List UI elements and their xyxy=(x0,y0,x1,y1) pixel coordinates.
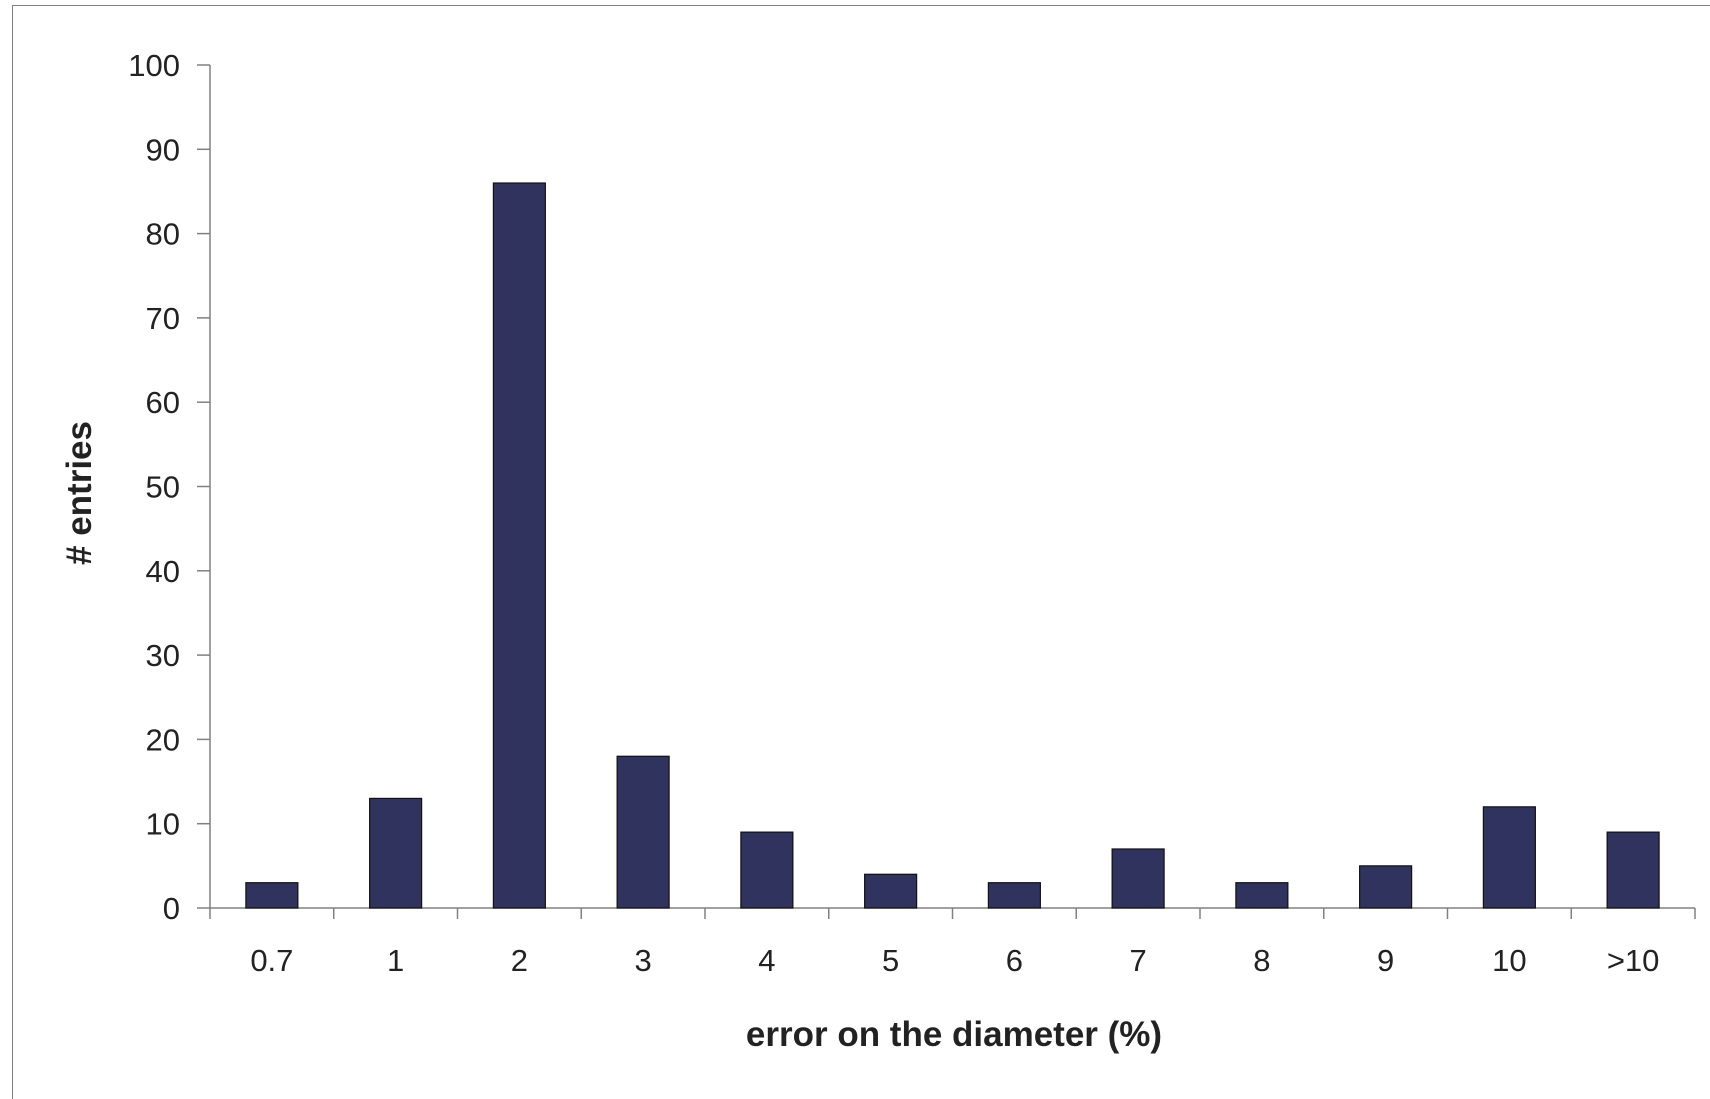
y-tick-label: 0 xyxy=(163,891,180,926)
y-tick-label: 50 xyxy=(146,470,180,505)
x-tick-label: 9 xyxy=(1377,943,1394,978)
bar-5 xyxy=(864,873,918,909)
x-axis: 0.7 1 2 3 4 5 6 7 8 9 10 >10 xyxy=(209,907,1696,978)
x-tick-label: >10 xyxy=(1607,943,1660,978)
bar-6 xyxy=(987,882,1041,909)
x-tick-label: 4 xyxy=(758,943,775,978)
y-axis-title: # entries xyxy=(60,421,99,565)
y-tick-label: 60 xyxy=(146,385,180,420)
x-tick-label: 7 xyxy=(1130,943,1147,978)
bar-8 xyxy=(1235,882,1289,909)
y-tick-label: 40 xyxy=(146,554,180,589)
y-tick-label: 70 xyxy=(146,301,180,336)
y-axis: 0 10 20 30 40 50 60 70 80 90 100 xyxy=(128,48,211,926)
y-tick-label: 20 xyxy=(146,722,180,757)
x-tick-label: 8 xyxy=(1253,943,1270,978)
x-tick-label: 2 xyxy=(511,943,528,978)
x-tick-label: 0.7 xyxy=(250,943,293,978)
x-tick-label: 10 xyxy=(1492,943,1526,978)
bar-10 xyxy=(1606,831,1660,909)
x-tick-label: 6 xyxy=(1006,943,1023,978)
y-tick-label: 10 xyxy=(146,807,180,842)
y-tick-label: 90 xyxy=(146,132,180,167)
bar-10 xyxy=(1482,806,1536,909)
bar-9 xyxy=(1359,865,1413,909)
chart-frame xyxy=(12,5,1710,1099)
bar-2 xyxy=(492,182,546,909)
x-tick-label: 1 xyxy=(387,943,404,978)
bar-07 xyxy=(245,882,299,909)
y-tick-label: 30 xyxy=(146,638,180,673)
x-tick-label: 5 xyxy=(882,943,899,978)
bars xyxy=(245,182,1660,909)
bar-3 xyxy=(616,755,670,909)
x-axis-title: error on the diameter (%) xyxy=(746,1015,1162,1054)
bar-4 xyxy=(740,831,794,909)
y-tick-label: 80 xyxy=(146,217,180,252)
y-tick-label: 100 xyxy=(128,48,180,83)
x-tick-label: 3 xyxy=(635,943,652,978)
bar-1 xyxy=(369,797,423,909)
bar-7 xyxy=(1111,848,1165,909)
